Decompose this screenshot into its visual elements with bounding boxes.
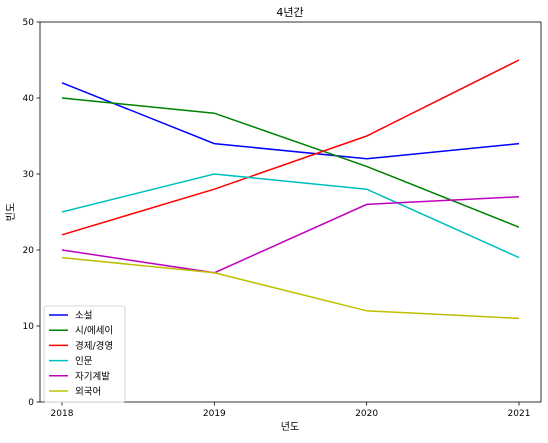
y-tick-label: 40 <box>23 94 35 104</box>
x-tick-label: 2021 <box>508 409 531 419</box>
y-tick-label: 30 <box>23 170 35 180</box>
x-axis: 2018 2019 2020 2021 <box>51 402 531 419</box>
y-tick-label: 0 <box>28 398 34 408</box>
y-tick-label: 20 <box>23 246 35 256</box>
y-tick-label: 50 <box>23 18 35 28</box>
legend-label: 자기계발 <box>75 370 110 382</box>
y-tick-label: 10 <box>23 322 35 332</box>
legend-label: 소설 <box>75 311 92 322</box>
legend-label: 경제/경영 <box>75 340 113 352</box>
series-line-2 <box>61 59 520 236</box>
x-tick-label: 2019 <box>203 409 226 419</box>
x-tick-label: 2020 <box>355 409 378 419</box>
series-line-3 <box>61 173 520 259</box>
legend-label: 인문 <box>75 356 93 367</box>
series-line-5 <box>61 256 520 320</box>
series-line-4 <box>61 196 520 274</box>
x-tick-label: 2018 <box>51 409 74 419</box>
legend-label: 외국어 <box>75 386 101 398</box>
chart-title: 4년간 <box>276 6 303 19</box>
x-axis-label: 년도 <box>281 421 299 433</box>
plot-area <box>39 21 542 403</box>
legend-label: 시/에세이 <box>75 326 113 337</box>
y-axis-label: 빈도 <box>5 203 17 221</box>
series-line-0 <box>61 82 520 160</box>
y-axis: 0 10 20 30 40 50 <box>23 18 40 408</box>
series-lines <box>61 59 520 320</box>
series-line-1 <box>61 97 520 228</box>
